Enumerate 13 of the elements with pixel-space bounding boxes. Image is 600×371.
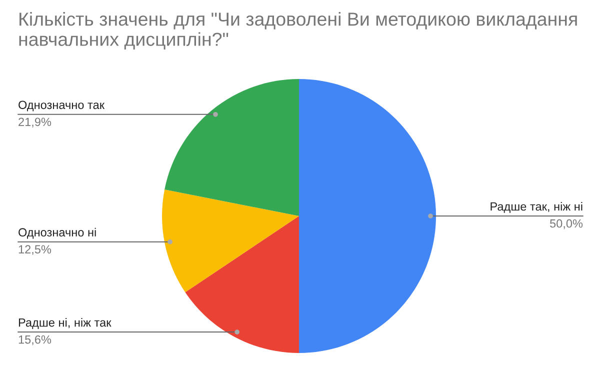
pie-slice: [164, 79, 299, 216]
pie-slice: [162, 189, 299, 292]
data-label: 21,9%: [18, 118, 52, 128]
data-label: 15,6%: [18, 335, 52, 346]
slice-label: Радше так, ніж ні: [490, 202, 582, 213]
slice-label: Однозначно так: [18, 100, 105, 112]
chart-title: Кількість значень для "Чи задоволені Ви методикою викладання навчальних дисциплін?": [19, 12, 577, 50]
slice-label: Радше ні, ніж так: [18, 318, 112, 329]
pie-slice: [299, 79, 436, 353]
data-label: 50,0%: [550, 219, 583, 230]
slice-label: Однозначно ні: [18, 228, 96, 239]
data-label: 12,5%: [18, 245, 52, 255]
pie-slice: [185, 216, 299, 353]
